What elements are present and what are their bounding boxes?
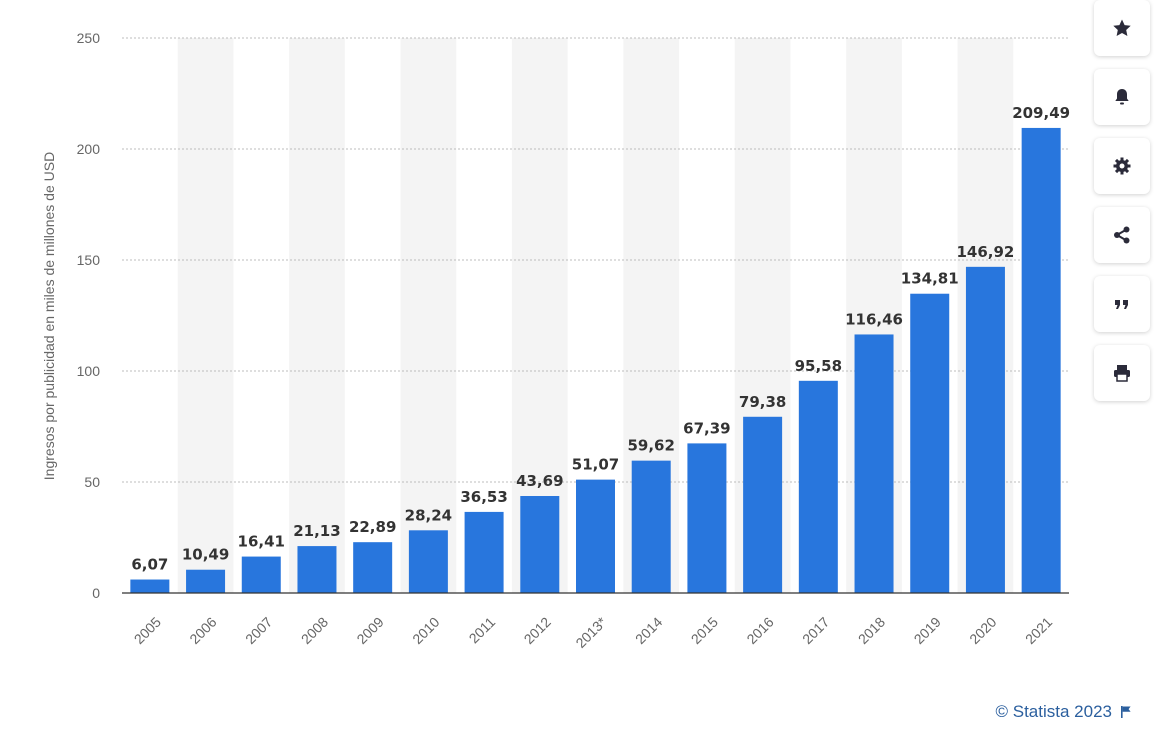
x-tick-label: 2006 xyxy=(186,614,219,647)
bar[interactable] xyxy=(130,579,170,593)
data-label: 116,46 xyxy=(845,310,903,328)
data-label: 10,49 xyxy=(182,546,229,564)
bars xyxy=(130,127,1061,594)
y-axis-ticks: 0 50 100 150 200 250 xyxy=(77,30,101,601)
x-tick-label: 2020 xyxy=(966,614,999,647)
data-label: 43,69 xyxy=(516,472,563,490)
bar[interactable] xyxy=(408,530,448,593)
y-tick-label: 150 xyxy=(77,252,101,268)
background-band xyxy=(177,38,234,593)
statista-credit[interactable]: © Statista 2023 xyxy=(996,702,1133,722)
x-tick-label: 2016 xyxy=(743,614,776,647)
x-tick-label: 2011 xyxy=(466,614,499,647)
data-label: 209,49 xyxy=(1012,104,1070,122)
print-button[interactable] xyxy=(1094,345,1150,401)
data-label: 146,92 xyxy=(956,243,1014,261)
x-tick-label: 2014 xyxy=(632,614,665,647)
cite-button[interactable] xyxy=(1094,276,1150,332)
bar[interactable] xyxy=(798,380,838,593)
bell-icon xyxy=(1115,89,1129,105)
quote-icon xyxy=(1115,300,1128,309)
x-tick-label: 2015 xyxy=(688,614,721,647)
bar[interactable] xyxy=(464,511,504,593)
x-tick-label: 2021 xyxy=(1022,614,1055,647)
x-tick-label: 2017 xyxy=(799,614,832,647)
x-axis-ticks: 2005 2006 2007 2008 2009 2010 2011 2012 2013* 201… xyxy=(131,613,1056,651)
x-tick-label: 2018 xyxy=(855,614,888,647)
bar[interactable] xyxy=(743,416,783,593)
background-band xyxy=(289,38,345,593)
data-label: 67,39 xyxy=(683,419,730,437)
notification-button[interactable] xyxy=(1094,69,1150,125)
data-label: 28,24 xyxy=(405,506,452,524)
bar[interactable] xyxy=(1021,127,1061,594)
data-label: 16,41 xyxy=(238,533,285,551)
x-tick-label: 2012 xyxy=(521,614,554,647)
y-tick-label: 0 xyxy=(92,585,100,601)
y-tick-label: 50 xyxy=(84,474,100,490)
data-label: 22,89 xyxy=(349,518,396,536)
data-label: 134,81 xyxy=(901,270,959,288)
bar[interactable] xyxy=(854,334,894,593)
x-tick-label: 2009 xyxy=(353,614,386,647)
data-label: 95,58 xyxy=(795,357,842,375)
bar[interactable] xyxy=(631,460,671,593)
bar[interactable] xyxy=(241,556,281,593)
data-labels: 6,07 10,49 16,41 21,13 22,89 28,24 36,53 43,69 5… xyxy=(131,104,1070,574)
bar[interactable] xyxy=(910,293,950,593)
y-axis-label: Ingresos por publicidad en miles de mill… xyxy=(41,152,57,480)
y-tick-label: 250 xyxy=(77,30,101,46)
y-tick-label: 100 xyxy=(77,363,101,379)
background-band xyxy=(400,38,457,593)
credit-text[interactable]: © Statista 2023 xyxy=(995,702,1113,721)
bar[interactable] xyxy=(576,479,615,593)
data-label: 51,07 xyxy=(572,456,619,474)
bar[interactable] xyxy=(687,443,727,593)
bar-chart: 0 50 100 150 200 250 6,07 10,49 16,41 21,13 22,89… xyxy=(41,30,1070,651)
x-tick-label: 2013* xyxy=(572,613,610,651)
settings-button[interactable] xyxy=(1094,138,1150,194)
star-icon xyxy=(1113,19,1131,36)
x-tick-label: 2008 xyxy=(298,614,331,647)
share-button[interactable] xyxy=(1094,207,1150,263)
data-label: 59,62 xyxy=(627,437,674,455)
bar[interactable] xyxy=(353,542,393,593)
data-label: 21,13 xyxy=(293,522,340,540)
x-tick-label: 2010 xyxy=(409,614,442,647)
bar[interactable] xyxy=(965,266,1005,593)
bar[interactable] xyxy=(297,546,337,593)
share-icon xyxy=(1114,226,1130,244)
chart-toolbar xyxy=(1094,0,1150,414)
x-tick-label: 2005 xyxy=(131,614,164,647)
bar[interactable] xyxy=(186,569,226,593)
flag-icon[interactable] xyxy=(1120,705,1132,719)
bar[interactable] xyxy=(520,496,560,593)
x-tick-label: 2019 xyxy=(911,614,944,647)
favorite-button[interactable] xyxy=(1094,0,1150,56)
gear-icon xyxy=(1113,157,1131,175)
y-tick-label: 200 xyxy=(77,141,101,157)
data-label: 6,07 xyxy=(131,556,168,574)
print-icon xyxy=(1114,365,1130,382)
data-label: 79,38 xyxy=(739,393,786,411)
data-label: 36,53 xyxy=(460,488,507,506)
x-tick-label: 2007 xyxy=(242,614,275,647)
